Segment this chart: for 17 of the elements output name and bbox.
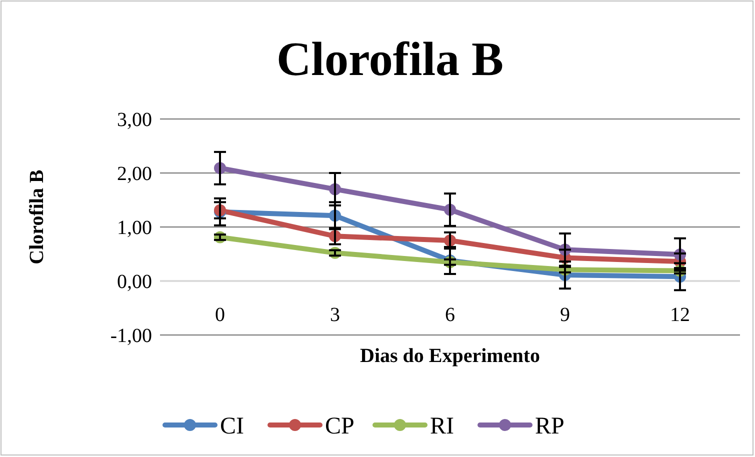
x-tick-label: 6 [445,304,455,326]
x-axis-title: Dias do Experimento [360,345,540,367]
y-tick-label: 1,00 [117,217,152,239]
x-tick-label: 0 [215,304,225,326]
x-tick-label: 12 [670,304,690,326]
y-tick-label: 3,00 [117,109,152,131]
x-tick-label: 3 [330,304,340,326]
y-tick-label: -1,00 [110,325,152,347]
legend-label: RI [430,413,454,440]
legend-label: CP [325,413,354,440]
chart-title: Clorofila B [276,33,504,86]
legend-label: RP [535,413,564,440]
y-tick-label: 0,00 [117,271,152,293]
y-axis-title: Clorofila B [26,170,48,264]
legend-label: CI [220,413,244,440]
x-tick-label: 9 [560,304,570,326]
y-tick-label: 2,00 [117,163,152,185]
